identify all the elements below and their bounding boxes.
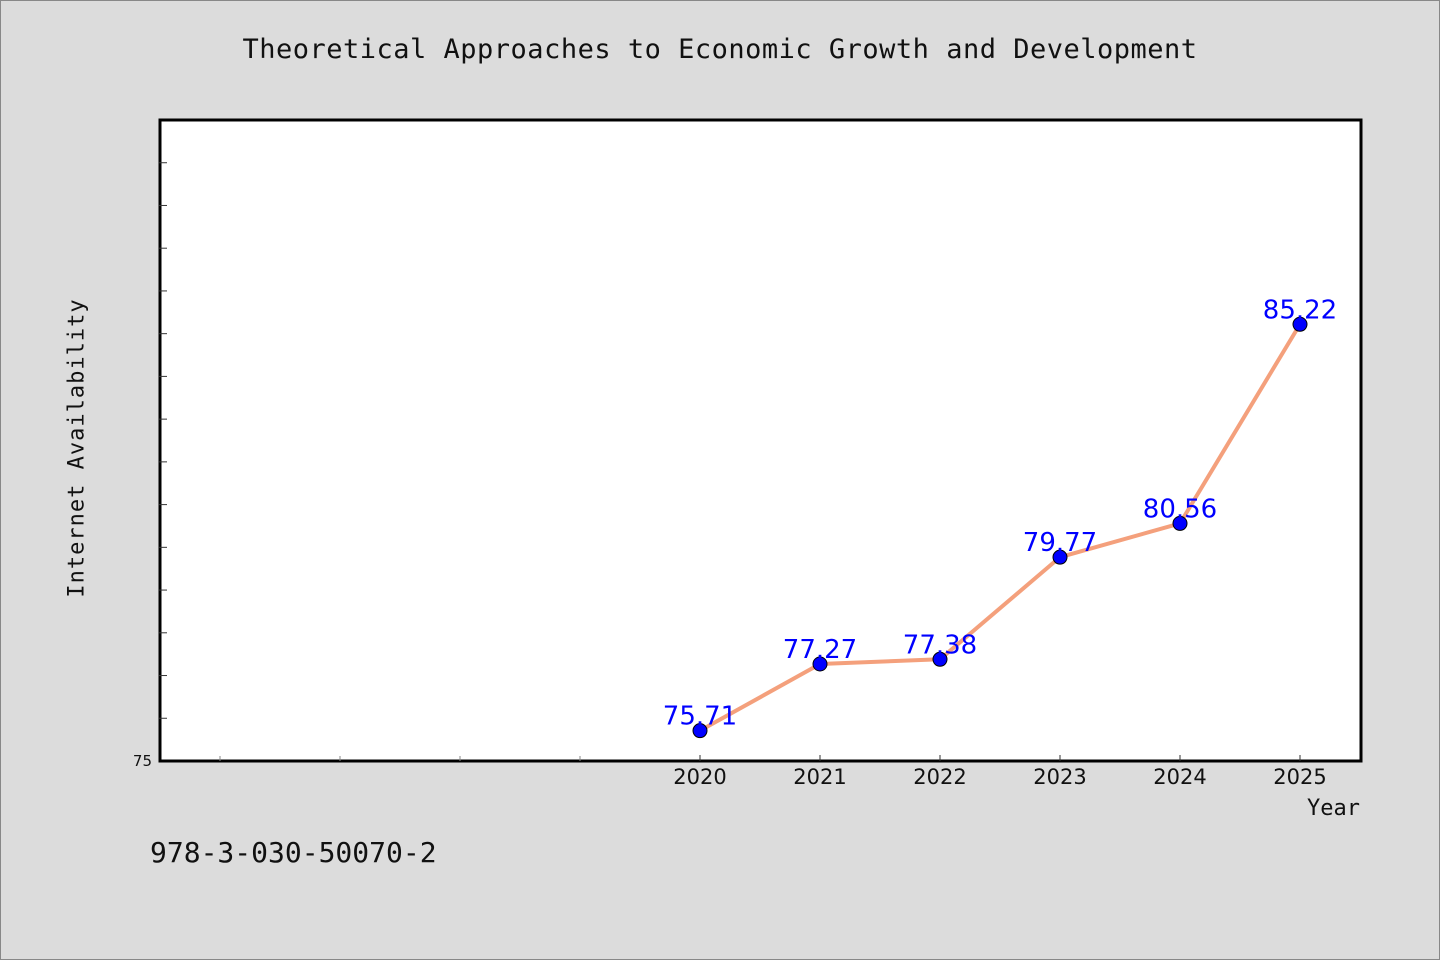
data-label: 80.56 [1143,494,1217,524]
x-tick-label: 2025 [1273,765,1326,789]
data-point-marker [692,723,708,739]
chart-title: Theoretical Approaches to Economic Growt… [242,34,1198,65]
data-label: 79.77 [1023,528,1097,558]
x-tick-label: 2023 [1033,765,1086,789]
x-tick-label: 2020 [673,765,726,789]
data-label: 77.27 [783,635,857,665]
x-tick-label: 2022 [913,765,966,789]
data-point-marker [1292,316,1308,332]
data-point-marker [1052,549,1068,565]
data-point-marker [1172,515,1188,531]
x-axis-title: Year [1307,796,1360,821]
data-label: 75.71 [663,702,737,732]
data-point-marker [812,656,828,672]
series-line [698,322,1302,733]
y-tick-label: 75 [133,752,152,770]
x-tick-label: 2021 [793,765,846,789]
x-tick-label: 2024 [1153,765,1206,789]
footer-identifier: 978-3-030-50070-2 [150,836,437,869]
data-point-marker [932,651,948,667]
plot-area [158,118,1363,763]
data-label: 85.22 [1263,295,1337,325]
data-label: 77.38 [903,630,977,660]
